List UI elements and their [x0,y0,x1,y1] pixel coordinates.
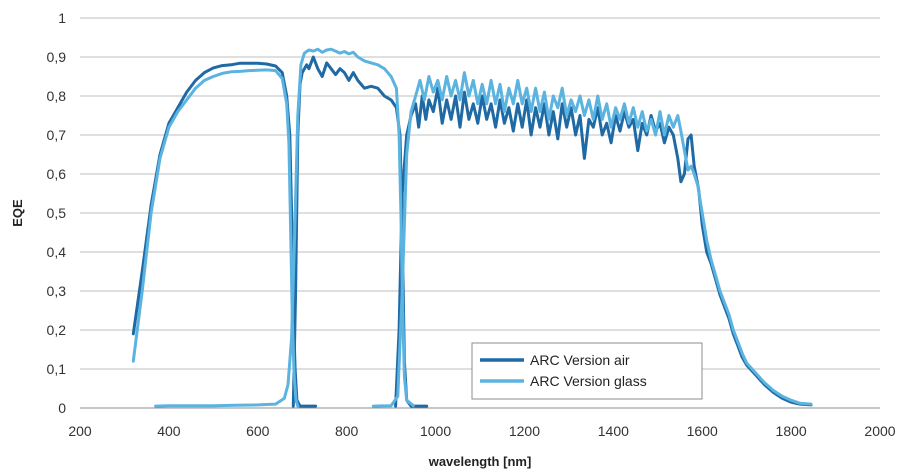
x-tick-label: 1400 [598,423,629,439]
x-tick-label: 1600 [687,423,718,439]
y-tick-label: 0,6 [47,166,67,182]
y-axis-title: EQE [10,199,25,227]
legend-label: ARC Version air [530,352,630,368]
x-tick-label: 1200 [509,423,540,439]
legend-label: ARC Version glass [530,373,647,389]
y-tick-label: 0,9 [47,49,67,65]
y-tick-label: 0,7 [47,127,67,143]
x-tick-label: 2000 [864,423,895,439]
y-tick-label: 0,5 [47,205,67,221]
x-tick-label: 1000 [420,423,451,439]
x-tick-label: 600 [246,423,270,439]
y-tick-label: 0,8 [47,88,67,104]
y-tick-label: 0,1 [47,361,67,377]
x-tick-label: 400 [157,423,181,439]
y-tick-label: 0,4 [47,244,67,260]
y-tick-label: 0,3 [47,283,67,299]
x-tick-label: 200 [68,423,92,439]
x-axis-title: wavelength [nm] [428,454,532,469]
y-tick-label: 0 [58,400,66,416]
y-tick-label: 0,2 [47,322,67,338]
legend: ARC Version air ARC Version glass [472,343,702,399]
x-tick-label: 1800 [776,423,807,439]
y-tick-label: 1 [58,10,66,26]
x-tick-label: 800 [335,423,359,439]
